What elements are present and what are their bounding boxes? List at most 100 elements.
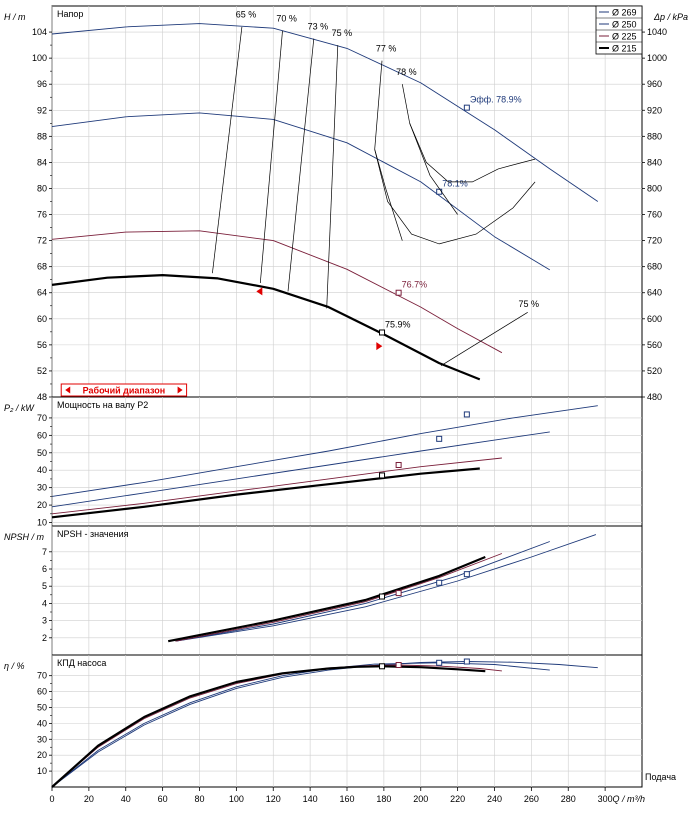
- y2-tick-label: 800: [647, 183, 662, 193]
- y-tick-label: 20: [37, 500, 47, 510]
- y-tick-label: 92: [37, 105, 47, 115]
- operating-point-marker: [395, 289, 402, 296]
- operating-point-label: 76.7%: [402, 280, 428, 290]
- y-tick-label: 30: [37, 734, 47, 744]
- legend-label: Ø 250: [612, 20, 637, 30]
- y-tick-label: 60: [37, 430, 47, 440]
- x-axis-end-label: Подача: [645, 772, 676, 782]
- x-axis: 0 20 40 60 80 100 120 140 160 180 200 220 240 260 280 3…: [49, 772, 676, 804]
- y-tick-label: 70: [37, 413, 47, 423]
- x-tick-label: 300: [598, 794, 613, 804]
- y-tick-label: 10: [37, 518, 47, 528]
- y-tick-label: 50: [37, 448, 47, 458]
- operating-point-marker: [436, 188, 443, 195]
- y-tick-label: 80: [37, 183, 47, 193]
- series-line: [51, 664, 502, 788]
- efficiency-label: 75 %: [518, 299, 539, 309]
- efficiency-isoline: [212, 26, 243, 274]
- series-line: [51, 230, 503, 354]
- y2-tick-label: 520: [647, 366, 662, 376]
- y2-tick-label: 720: [647, 236, 662, 246]
- series-line: [51, 457, 502, 515]
- operating-point-marker: [463, 658, 470, 665]
- y-tick-label: 76: [37, 210, 47, 220]
- panel-title: NPSH - значения: [57, 529, 129, 539]
- operating-point-marker: [395, 662, 402, 669]
- operating-point-marker: [395, 461, 402, 468]
- operating-point-label: 78.1%: [442, 179, 468, 189]
- operating-point-marker: [379, 329, 386, 336]
- series-line: [51, 662, 550, 788]
- series-line: [51, 274, 481, 381]
- y-tick-label: 30: [37, 483, 47, 493]
- y-axis-label: H / m: [4, 12, 26, 22]
- y2-tick-label: 680: [647, 262, 662, 272]
- efficiency-label: 77 %: [376, 44, 397, 54]
- y-tick-label: 52: [37, 366, 47, 376]
- legend-label: Ø 269: [612, 8, 637, 18]
- series-line: [51, 112, 551, 271]
- operating-point-label: Эфф. 78.9%: [470, 95, 522, 105]
- y2-tick-label: 480: [647, 392, 662, 402]
- y-tick-label: 50: [37, 702, 47, 712]
- y-axis-label: NPSH / m: [4, 532, 45, 542]
- efficiency-isoline: [401, 84, 458, 215]
- x-tick-label: 60: [158, 794, 168, 804]
- operating-point-marker: [379, 663, 386, 670]
- x-tick-label: 0: [49, 794, 54, 804]
- y2-tick-label: 1040: [647, 27, 667, 37]
- y-tick-label: 6: [42, 564, 47, 574]
- x-tick-label: 260: [524, 794, 539, 804]
- y-tick-label: 5: [42, 581, 47, 591]
- x-tick-label: 240: [487, 794, 502, 804]
- panel-title: Мощность на валу P2: [57, 400, 148, 410]
- efficiency-label: 73 %: [308, 21, 329, 31]
- y-tick-label: 60: [37, 687, 47, 697]
- y-tick-label: 56: [37, 340, 47, 350]
- operating-point-marker: [463, 571, 470, 578]
- panel-2: 2 3 4 5 6 7 NPSH / m NPSH - значения: [4, 525, 642, 655]
- y-tick-label: 96: [37, 79, 47, 89]
- y2-tick-label: 960: [647, 79, 662, 89]
- efficiency-isoline: [409, 123, 536, 183]
- operating-range-box: [60, 383, 188, 397]
- panel-3: 10 20 30 40 50 60 70 η / % КПД насоса: [4, 654, 642, 788]
- series-line: [175, 534, 597, 642]
- y-tick-label: 10: [37, 766, 47, 776]
- y-axis-label: η / %: [4, 661, 25, 671]
- efficiency-isoline: [374, 60, 403, 241]
- y-tick-label: 4: [42, 598, 47, 608]
- range-arrow-left-icon: [65, 386, 71, 394]
- y-tick-label: 40: [37, 718, 47, 728]
- efficiency-isoline: [259, 30, 283, 284]
- x-tick-label: 220: [450, 794, 465, 804]
- x-tick-label: 280: [561, 794, 576, 804]
- series-line: [167, 555, 486, 643]
- series-line: [51, 431, 550, 508]
- operating-point-label: 75.9%: [385, 319, 411, 329]
- legend: Ø 269 Ø 250 Ø 225 Ø 215: [595, 5, 643, 55]
- x-tick-label: 80: [194, 794, 204, 804]
- efficiency-label: 75 %: [332, 28, 353, 38]
- y2-tick-label: 1000: [647, 53, 667, 63]
- x-tick-label: 20: [84, 794, 94, 804]
- series-line: [51, 467, 480, 519]
- y-tick-label: 3: [42, 616, 47, 626]
- x-tick-label: 200: [413, 794, 428, 804]
- y-tick-label: 40: [37, 465, 47, 475]
- y2-tick-label: 560: [647, 340, 662, 350]
- range-arrow-right-icon: [177, 386, 183, 394]
- y-tick-label: 64: [37, 288, 47, 298]
- operating-point-marker: [436, 435, 443, 442]
- operating-point-marker: [436, 579, 443, 586]
- legend-label: Ø 215: [612, 44, 637, 54]
- efficiency-isoline: [440, 312, 528, 366]
- efficiency-isoline: [374, 149, 536, 245]
- y2-tick-label: 640: [647, 288, 662, 298]
- y2-tick-label: 600: [647, 314, 662, 324]
- efficiency-isoline: [287, 38, 315, 292]
- y2-tick-label: 920: [647, 105, 662, 115]
- x-tick-label: 100: [229, 794, 244, 804]
- operating-point-marker: [379, 472, 386, 479]
